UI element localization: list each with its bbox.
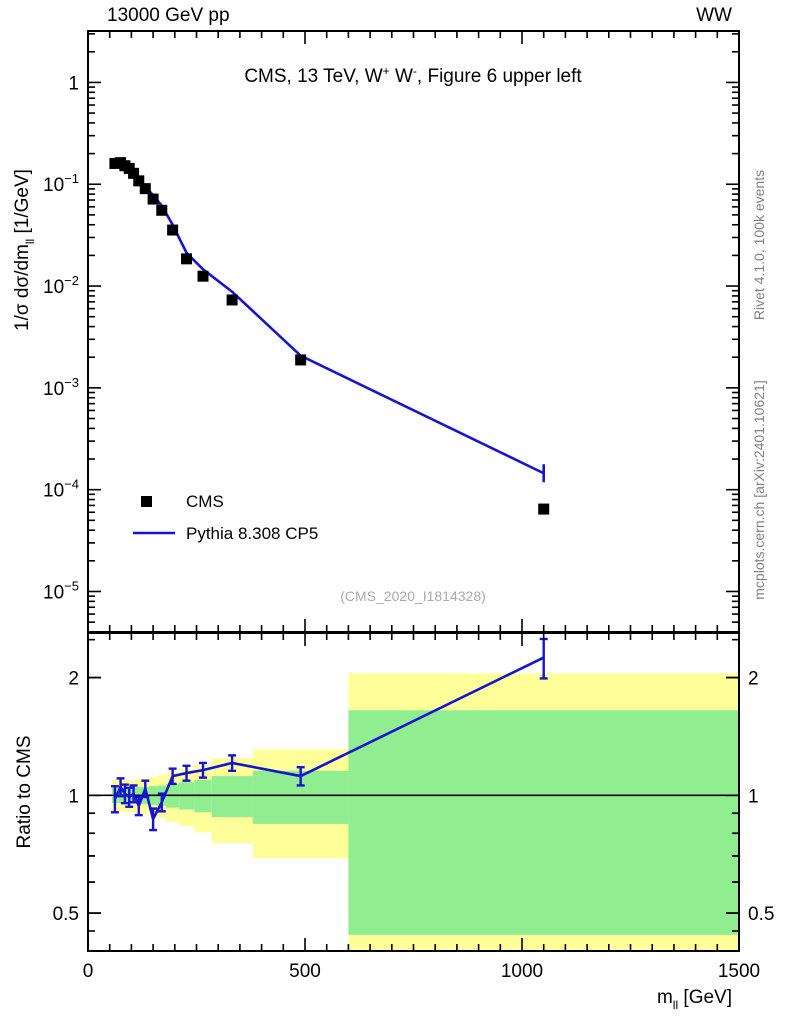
legend-marker-cms <box>141 496 152 507</box>
main-panel: CMS, 13 TeV, W+ W-, Figure 6 upper left … <box>12 30 740 633</box>
legend-label-cms: CMS <box>186 492 224 511</box>
legend-label-pythia: Pythia 8.308 CP5 <box>186 524 318 543</box>
data-marker <box>147 193 159 205</box>
data-marker <box>139 183 151 195</box>
tick-exponent: −5 <box>64 578 79 593</box>
title-part-a: CMS, 13 TeV, W <box>244 66 382 87</box>
main-y-tick-label: 10−5 <box>43 578 79 603</box>
ratio-frame <box>87 632 740 952</box>
data-marker <box>538 503 550 515</box>
title-part-c: , Figure 6 upper left <box>417 66 582 87</box>
data-marker <box>156 204 168 216</box>
data-marker <box>167 224 179 236</box>
tick-exponent: −3 <box>64 375 79 390</box>
main-axis-ticks <box>87 31 740 633</box>
ratio-y-tick-label-right: 1 <box>748 786 759 807</box>
ratio-y-tick-labels-left: 210.5 <box>53 669 79 926</box>
tick-base: 10 <box>43 175 64 196</box>
ratio-y-tick-label-left: 1 <box>68 786 79 807</box>
xlabel-sub-ll: ll <box>673 998 678 1012</box>
main-plot-area <box>88 31 739 632</box>
side-label-rivet: Rivet 4.1.0, 100k events <box>751 170 767 320</box>
ratio-y-tick-label-right: 0.5 <box>748 904 774 925</box>
data-marker <box>133 175 145 187</box>
analysis-watermark: (CMS_2020_I1814328) <box>340 588 486 604</box>
x-tick-label: 500 <box>289 961 321 982</box>
tick-exponent: −2 <box>64 273 79 288</box>
main-y-tick-label: 10−2 <box>43 273 79 298</box>
ylabel-part-a: 1/σ dσ/dm <box>12 244 33 331</box>
legend: CMS Pythia 8.308 CP5 <box>133 492 318 543</box>
tick-exponent: −1 <box>64 171 79 186</box>
ratio-y-tick-labels-right: 210.5 <box>748 669 774 926</box>
main-y-axis-label: 1/σ dσ/dmll [1/GeV] <box>12 169 37 331</box>
x-axis-label: mll [GeV] <box>657 987 732 1012</box>
data-marker <box>109 157 121 169</box>
tick-base: 10 <box>43 481 64 502</box>
title-sup-minus: - <box>413 64 417 78</box>
main-y-tick-label: 10−4 <box>43 477 79 502</box>
ratio-y-tick-label-left: 0.5 <box>53 904 79 925</box>
main-y-tick-labels: 110−110−210−310−410−5 <box>43 73 79 603</box>
plot-title: CMS, 13 TeV, W+ W-, Figure 6 upper left <box>244 64 582 87</box>
ratio-y-tick-label-left: 2 <box>68 669 79 690</box>
ratio-y-axis-label: Ratio to CMS <box>14 736 35 849</box>
data-marker <box>181 253 193 265</box>
xlabel-part-a: m <box>657 987 673 1008</box>
tick-exponent: −4 <box>64 477 79 492</box>
main-y-tick-label: 10−1 <box>43 171 79 196</box>
xlabel-part-b: [GeV] <box>678 987 732 1008</box>
data-marker <box>197 270 209 282</box>
title-sup-plus: + <box>383 64 390 78</box>
title-part-b: W <box>390 66 413 87</box>
data-marker <box>226 294 238 306</box>
x-tick-label: 1000 <box>501 961 543 982</box>
side-label-mcplots: mcplots.cern.ch [arXiv:2401.10621] <box>751 380 767 599</box>
band-inner-segment <box>211 776 253 818</box>
data-marker <box>295 354 307 366</box>
ratio-axis-ticks <box>87 633 740 952</box>
ratio-band-inner-green <box>111 710 739 935</box>
x-tick-labels: 0 500 1000 1500 <box>83 961 760 982</box>
header-left-label: 13000 GeV pp <box>107 5 230 26</box>
tick-base: 10 <box>43 379 64 400</box>
x-tick-label: 0 <box>83 961 94 982</box>
data-marker <box>128 167 140 179</box>
header-right-label: WW <box>696 5 732 26</box>
main-y-tick-label: 10−3 <box>43 375 79 400</box>
ylabel-sub-ll: ll <box>23 239 37 244</box>
main-y-tick-label: 1 <box>68 73 79 94</box>
tick-base: 10 <box>43 582 64 603</box>
data-markers-cms <box>109 157 550 515</box>
ylabel-part-b: [1/GeV] <box>12 169 33 239</box>
tick-base: 10 <box>43 277 64 298</box>
ratio-error-bars <box>110 637 548 832</box>
x-tick-label: 1500 <box>718 961 760 982</box>
ratio-y-tick-label-right: 2 <box>748 669 759 690</box>
band-inner-segment <box>348 710 739 935</box>
ratio-panel: Ratio to CMS 210.5 210.5 0 500 1000 1500 ml… <box>14 632 774 1012</box>
